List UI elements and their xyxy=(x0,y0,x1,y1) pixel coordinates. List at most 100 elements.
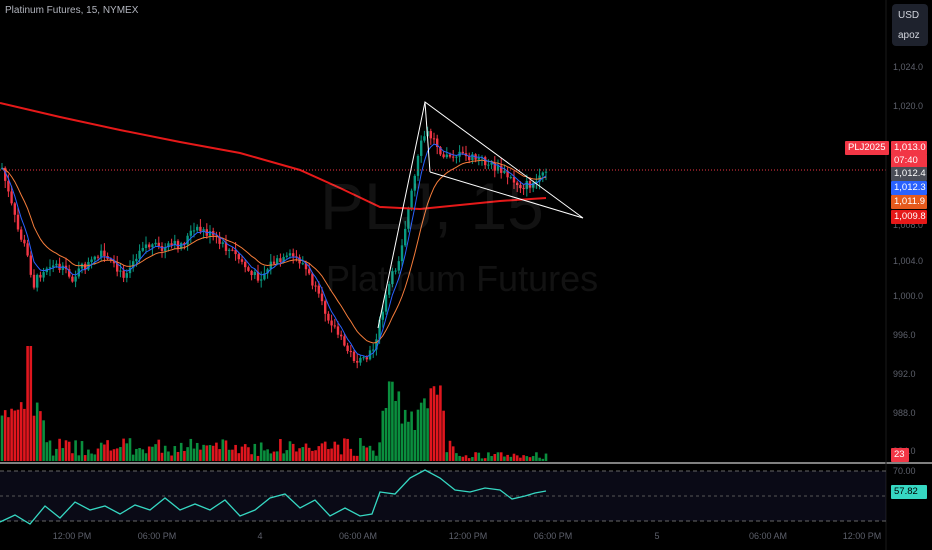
volume-bar xyxy=(93,454,97,461)
candle-body xyxy=(52,265,55,268)
volume-bar xyxy=(170,455,173,461)
candle-body xyxy=(26,243,29,256)
volume-bar xyxy=(359,438,362,461)
candle-body xyxy=(413,175,416,191)
volume-bar xyxy=(298,448,301,461)
volume-bar xyxy=(336,444,340,461)
volume-bar xyxy=(154,444,157,461)
volume-bar xyxy=(192,448,196,461)
volume-bar xyxy=(87,449,90,461)
candle-body xyxy=(506,170,509,178)
candle-body xyxy=(282,256,285,262)
candle-body xyxy=(519,185,522,189)
volume-bar xyxy=(250,454,253,461)
volume-bar xyxy=(144,453,148,461)
candle-body xyxy=(461,151,464,154)
volume-bar xyxy=(295,451,298,461)
candle-body xyxy=(333,325,336,327)
candle-body xyxy=(330,320,333,326)
rsi-line xyxy=(0,469,547,525)
flag-pattern-drawing[interactable] xyxy=(377,101,584,329)
candle-body xyxy=(208,231,212,236)
candle-body xyxy=(509,176,512,178)
symbol-title[interactable]: Platinum Futures, 15, NYMEX xyxy=(5,5,139,16)
candle-body xyxy=(71,276,74,282)
candle-body xyxy=(167,243,170,248)
volume-bar xyxy=(490,456,493,461)
candle-body xyxy=(32,274,36,288)
candle-body xyxy=(343,336,346,346)
volume-bar xyxy=(314,450,317,461)
volume-bar xyxy=(451,446,455,461)
ma-orange-tag: 1,011.9 xyxy=(891,195,927,209)
candle-body xyxy=(61,265,64,270)
candle-body xyxy=(189,230,192,236)
candle-body xyxy=(263,273,266,280)
candle-body xyxy=(244,261,247,268)
candle-body xyxy=(292,253,295,257)
candle-body xyxy=(218,236,221,244)
candle-body xyxy=(74,276,77,282)
volume-bar xyxy=(455,453,458,461)
ma-gray-tag: 1,012.4 xyxy=(891,167,927,181)
candle-body xyxy=(90,259,93,262)
volume-tag: 23 xyxy=(891,448,909,462)
candle-body xyxy=(320,293,324,302)
candle-body xyxy=(500,165,503,173)
currency-selector[interactable]: USD apoz xyxy=(892,4,928,46)
candle-body xyxy=(10,191,13,204)
volume-bar xyxy=(512,453,516,461)
volume-bar xyxy=(330,448,333,461)
candle-body xyxy=(429,131,432,139)
candle-body xyxy=(410,190,413,209)
candle-body xyxy=(420,140,423,156)
candle-body xyxy=(84,263,87,270)
price-axis-label: 988.0 xyxy=(893,408,916,418)
candle-body xyxy=(170,243,173,246)
volume-bar xyxy=(279,439,282,461)
volume-bar xyxy=(397,391,401,461)
volume-bar xyxy=(61,448,65,461)
volume-bar xyxy=(304,443,308,461)
volume-bar xyxy=(423,398,426,461)
volume-bar xyxy=(419,402,423,461)
volume-bar xyxy=(368,445,372,461)
volume-bar xyxy=(365,447,369,461)
volume-bar xyxy=(528,457,532,461)
volume-bar xyxy=(413,429,417,461)
candle-body xyxy=(138,250,141,259)
candle-body xyxy=(234,249,237,255)
candle-body xyxy=(272,261,276,264)
volume-bar xyxy=(7,417,10,461)
last-price-tag: 1,013.0 xyxy=(891,141,927,155)
volume-bar xyxy=(103,444,106,461)
volume-bar xyxy=(29,346,33,461)
candle-body xyxy=(381,311,384,320)
volume-histogram xyxy=(0,346,548,461)
candle-body xyxy=(132,261,135,268)
volume-bar xyxy=(461,456,465,461)
volume-bar xyxy=(288,441,292,461)
volume-bar xyxy=(141,449,145,461)
volume-bar xyxy=(231,449,234,461)
candle-body xyxy=(327,313,330,321)
candle-body xyxy=(202,229,205,232)
volume-bar xyxy=(42,420,45,461)
volume-bar xyxy=(458,455,461,461)
candle-body xyxy=(442,154,445,158)
volume-bar xyxy=(195,442,199,461)
candle-body xyxy=(196,226,199,231)
volume-bar xyxy=(115,448,119,461)
volume-bar xyxy=(349,448,353,461)
volume-bar xyxy=(80,441,84,461)
volume-bar xyxy=(323,441,327,461)
volume-bar xyxy=(218,449,221,461)
volume-bar xyxy=(362,445,365,461)
candle-body xyxy=(349,351,352,353)
volume-bar xyxy=(426,408,429,461)
candle-body xyxy=(116,263,119,272)
volume-bar xyxy=(544,453,548,461)
volume-bar xyxy=(410,411,413,461)
candle-body xyxy=(346,345,349,352)
